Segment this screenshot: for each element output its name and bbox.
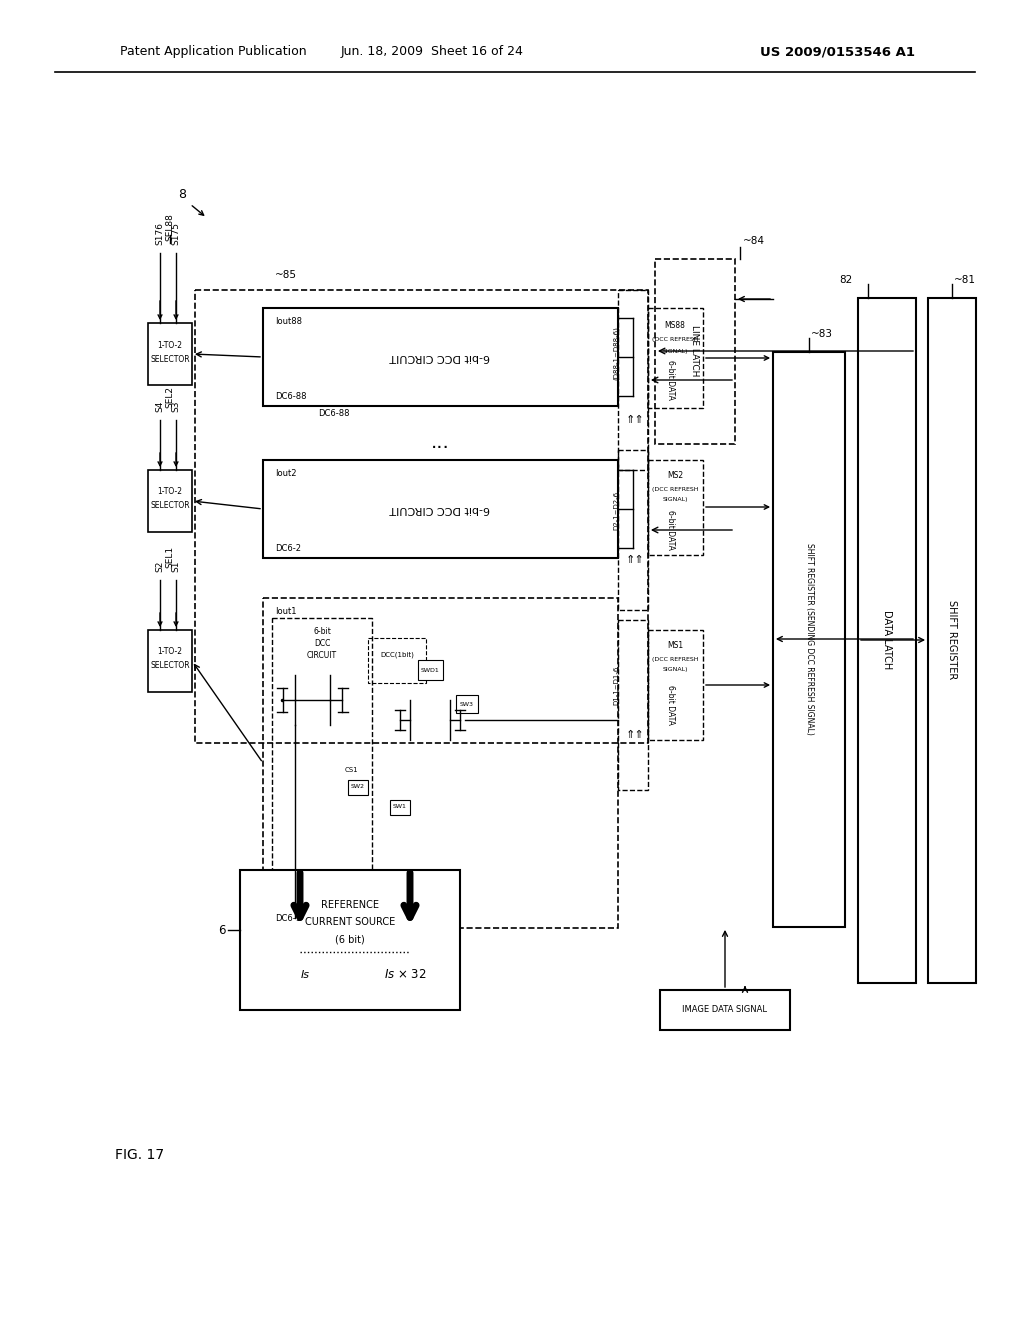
Text: Patent Application Publication: Patent Application Publication <box>120 45 306 58</box>
Text: D2-1~D2-6: D2-1~D2-6 <box>613 491 618 531</box>
Text: ~83: ~83 <box>811 329 833 339</box>
Text: S3: S3 <box>171 400 180 412</box>
Text: SEL88: SEL88 <box>166 213 174 242</box>
Bar <box>618 620 648 789</box>
Bar <box>648 459 703 554</box>
Text: SIGNAL): SIGNAL) <box>663 348 688 354</box>
Bar <box>148 470 193 532</box>
Bar <box>195 290 648 743</box>
Text: 6-bit: 6-bit <box>313 627 331 636</box>
Bar <box>348 780 368 795</box>
Bar <box>618 450 648 610</box>
Text: CS1: CS1 <box>345 767 358 774</box>
Text: 8: 8 <box>178 189 186 202</box>
Text: ...: ... <box>431 433 450 451</box>
Text: (DCC REFRESH: (DCC REFRESH <box>651 338 698 342</box>
Text: DCC(1bit): DCC(1bit) <box>380 652 414 659</box>
Text: LINE LATCH: LINE LATCH <box>690 325 699 376</box>
Text: 6-bit DCC CIRCUIT: 6-bit DCC CIRCUIT <box>390 352 490 362</box>
Text: 1-TO-2: 1-TO-2 <box>158 648 182 656</box>
Text: S176: S176 <box>156 222 165 246</box>
Text: SWD1: SWD1 <box>421 668 439 672</box>
Text: MS2: MS2 <box>667 470 683 479</box>
Text: SIGNAL): SIGNAL) <box>663 498 688 503</box>
Text: SELECTOR: SELECTOR <box>151 355 189 363</box>
Text: SEL1: SEL1 <box>166 546 174 568</box>
Text: SW1: SW1 <box>393 804 407 809</box>
Text: S4: S4 <box>156 401 165 412</box>
Text: MS1: MS1 <box>667 640 683 649</box>
Text: (DCC REFRESH: (DCC REFRESH <box>651 487 698 491</box>
Text: S2: S2 <box>156 561 165 572</box>
Text: CURRENT SOURCE: CURRENT SOURCE <box>305 917 395 927</box>
Bar <box>272 618 372 903</box>
Text: DC6-88: DC6-88 <box>318 409 349 418</box>
Text: SW2: SW2 <box>351 784 365 789</box>
Text: $\mathit{Is}$ × 32: $\mathit{Is}$ × 32 <box>384 969 426 982</box>
Bar <box>418 660 443 680</box>
Bar <box>148 323 193 385</box>
Text: 6: 6 <box>218 924 226 936</box>
Bar <box>928 298 976 983</box>
Text: 1-TO-2: 1-TO-2 <box>158 487 182 496</box>
Text: 6-bit DATA: 6-bit DATA <box>666 685 675 725</box>
Text: Iout1: Iout1 <box>275 607 297 616</box>
Text: SELECTOR: SELECTOR <box>151 661 189 671</box>
Text: MS88: MS88 <box>665 322 685 330</box>
Bar <box>263 598 618 928</box>
Text: (D88-1~D88-6): (D88-1~D88-6) <box>612 326 620 380</box>
Text: DCC: DCC <box>313 639 330 648</box>
Bar <box>148 630 193 692</box>
Text: Iout88: Iout88 <box>275 318 302 326</box>
Bar <box>390 800 410 814</box>
Text: SELECTOR: SELECTOR <box>151 502 189 511</box>
Text: DC6-2: DC6-2 <box>275 544 301 553</box>
Text: SEL2: SEL2 <box>166 385 174 408</box>
Bar <box>773 352 845 927</box>
Bar <box>240 870 460 1010</box>
Text: S1: S1 <box>171 561 180 572</box>
Text: IMAGE DATA SIGNAL: IMAGE DATA SIGNAL <box>683 1006 768 1015</box>
Text: ~85: ~85 <box>275 271 297 280</box>
Bar <box>456 696 478 713</box>
Text: Iout2: Iout2 <box>275 470 297 479</box>
Bar <box>263 308 618 407</box>
Text: (6 bit): (6 bit) <box>335 935 365 944</box>
Bar <box>655 259 735 444</box>
Text: ⇑⇑: ⇑⇑ <box>626 730 644 741</box>
Text: DATA LATCH: DATA LATCH <box>882 610 892 669</box>
Bar <box>263 459 618 558</box>
Text: FIG. 17: FIG. 17 <box>115 1148 164 1162</box>
Text: DC6-88: DC6-88 <box>275 392 306 401</box>
Text: Jun. 18, 2009  Sheet 16 of 24: Jun. 18, 2009 Sheet 16 of 24 <box>341 45 523 58</box>
Text: DC6-1: DC6-1 <box>275 913 301 923</box>
Text: ~84: ~84 <box>743 236 765 246</box>
Bar <box>648 630 703 741</box>
Text: ~81: ~81 <box>954 275 976 285</box>
Text: 1-TO-2: 1-TO-2 <box>158 341 182 350</box>
Text: (DCC REFRESH: (DCC REFRESH <box>651 656 698 661</box>
Text: S175: S175 <box>171 222 180 246</box>
Bar <box>618 290 648 470</box>
Text: D1-1~D1-6: D1-1~D1-6 <box>613 665 618 705</box>
Text: CIRCUIT: CIRCUIT <box>307 652 337 660</box>
Text: ⇑⇑: ⇑⇑ <box>626 554 644 565</box>
Bar <box>648 308 703 408</box>
Text: 82: 82 <box>840 275 853 285</box>
Text: SHIFT REGISTER: SHIFT REGISTER <box>947 601 957 680</box>
Text: SHIFT REGISTER (SENDING DCC REFRESH SIGNAL): SHIFT REGISTER (SENDING DCC REFRESH SIGN… <box>805 543 813 735</box>
Bar <box>858 298 916 983</box>
Text: REFERENCE: REFERENCE <box>321 900 379 909</box>
Text: 6-bit DATA: 6-bit DATA <box>666 510 675 550</box>
Text: 6-bit DATA: 6-bit DATA <box>666 360 675 400</box>
Bar <box>660 990 790 1030</box>
Bar <box>368 638 426 682</box>
Text: ⇑⇑: ⇑⇑ <box>626 414 644 425</box>
Text: SW3: SW3 <box>460 701 474 706</box>
Text: SIGNAL): SIGNAL) <box>663 668 688 672</box>
Text: Is: Is <box>300 970 309 979</box>
Text: 6-bit DCC CIRCUIT: 6-bit DCC CIRCUIT <box>390 504 490 513</box>
Text: US 2009/0153546 A1: US 2009/0153546 A1 <box>760 45 915 58</box>
